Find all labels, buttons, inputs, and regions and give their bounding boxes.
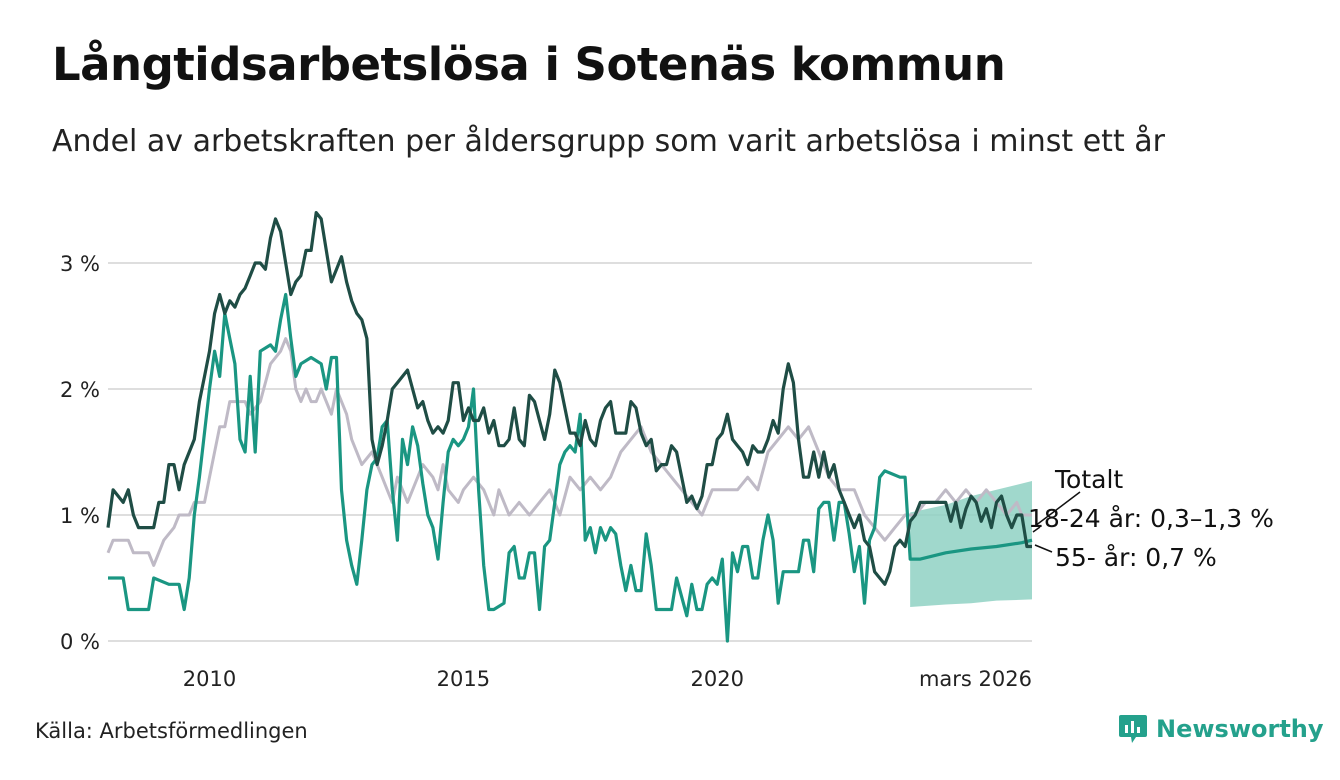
x-tick-label: 2010 <box>183 667 236 691</box>
x-tick-label: mars 2026 <box>919 667 1032 691</box>
brand-name: Newsworthy <box>1156 715 1324 743</box>
label-leader-line <box>1034 491 1081 527</box>
y-tick-label: 2 % <box>60 378 100 402</box>
brand-logo[interactable]: Newsworthy <box>1118 713 1324 745</box>
newsworthy-logo-icon <box>1119 715 1147 743</box>
series-line-55-r <box>108 292 1033 643</box>
y-tick-label: 3 % <box>60 252 100 276</box>
series-label: Totalt <box>1054 465 1123 494</box>
x-tick-label: 2020 <box>691 667 744 691</box>
y-tick-label: 0 % <box>60 630 100 654</box>
chart-subtitle: Andel av arbetskraften per åldersgrupp s… <box>52 124 1165 159</box>
source-note: Källa: Arbetsförmedlingen <box>35 719 308 743</box>
forecast-band <box>910 480 1032 607</box>
y-tick-label: 1 % <box>60 504 100 528</box>
series-label: 55- år: 0,7 % <box>1055 543 1217 572</box>
label-leader-line <box>1034 544 1053 553</box>
series-line-18-24-r <box>106 211 1032 586</box>
chart-title: Långtidsarbetslösa i Sotenäs kommun <box>52 38 1006 91</box>
series-label: 18-24 år: 0,3–1,3 % <box>1028 504 1274 533</box>
label-leader-line <box>1032 526 1041 533</box>
x-tick-label: 2015 <box>437 667 490 691</box>
